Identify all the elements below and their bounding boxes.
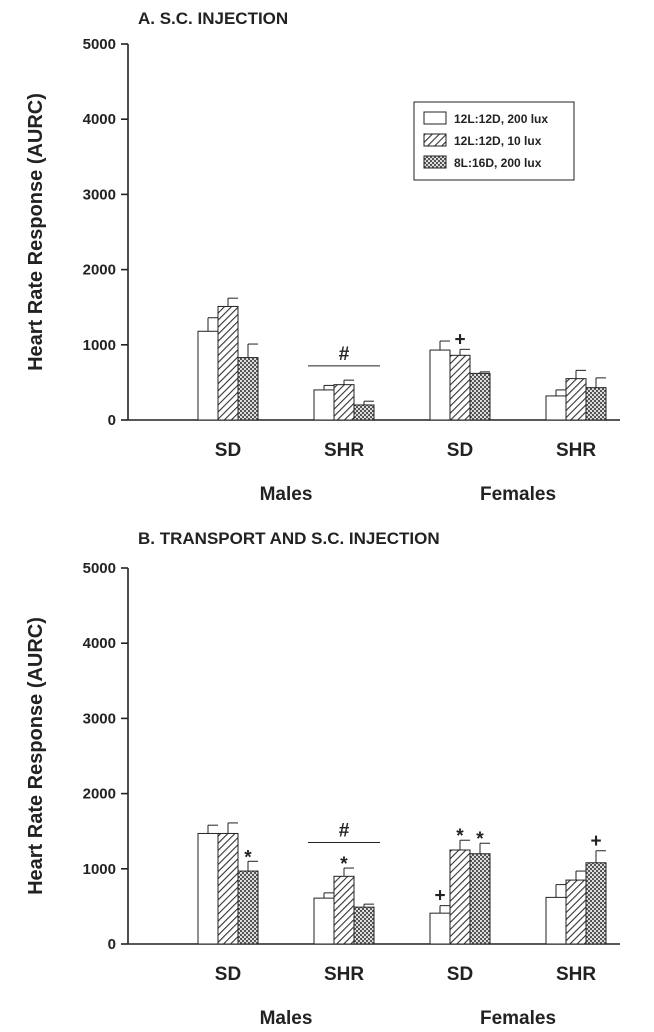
significance-marker: * bbox=[340, 854, 348, 875]
y-tick-label: 1000 bbox=[83, 337, 116, 354]
legend-swatch-crosshatched bbox=[423, 155, 447, 169]
significance-marker: * bbox=[456, 826, 464, 847]
bar-open bbox=[313, 389, 335, 421]
bar-hatched bbox=[565, 378, 587, 421]
legend: 12L:12D, 200 lux 12L:12D, 10 lux 8L:16D, 2… bbox=[413, 101, 575, 181]
x-category-label: SHR bbox=[556, 440, 596, 461]
y-tick-label: 4000 bbox=[83, 111, 116, 128]
y-tick-label: 3000 bbox=[83, 186, 116, 203]
significance-marker: # bbox=[339, 344, 350, 365]
bar-open bbox=[197, 832, 219, 945]
bar-hatched bbox=[333, 875, 355, 945]
x-category-label: SHR bbox=[556, 964, 596, 985]
x-category-label: SHR bbox=[324, 964, 364, 985]
chart-panel-b: B. TRANSPORT AND S.C. INJECTION Heart Rat… bbox=[25, 529, 620, 1029]
bar-open bbox=[313, 897, 335, 945]
y-tick-label: 1000 bbox=[83, 861, 116, 878]
x-group-label: Males bbox=[260, 1008, 313, 1029]
bar-open bbox=[545, 395, 567, 421]
y-tick-label: 5000 bbox=[83, 560, 116, 577]
y-tick-label: 5000 bbox=[83, 36, 116, 53]
bar-crosshatched bbox=[585, 862, 607, 945]
x-category-label: SD bbox=[447, 964, 473, 985]
bar-crosshatched bbox=[353, 906, 375, 945]
chart-title: B. TRANSPORT AND S.C. INJECTION bbox=[138, 529, 440, 548]
legend-label: 8L:16D, 200 lux bbox=[454, 156, 542, 170]
y-tick-label: 0 bbox=[108, 412, 116, 429]
x-category-label: SHR bbox=[324, 440, 364, 461]
significance-marker: + bbox=[590, 831, 601, 852]
legend-label: 12L:12D, 200 lux bbox=[454, 112, 548, 126]
bar-hatched bbox=[449, 849, 471, 945]
x-category-label: SD bbox=[215, 440, 241, 461]
x-group-label: Females bbox=[480, 1008, 556, 1029]
bar-open bbox=[429, 349, 451, 421]
x-group-label: Females bbox=[480, 484, 556, 505]
y-axis-label: Heart Rate Response (AURC) bbox=[25, 93, 47, 371]
significance-marker: * bbox=[244, 847, 252, 868]
legend-swatch-hatched bbox=[423, 133, 447, 147]
bar-hatched bbox=[449, 354, 471, 421]
bar-crosshatched bbox=[585, 387, 607, 421]
x-category-label: SD bbox=[215, 964, 241, 985]
y-tick-label: 2000 bbox=[83, 262, 116, 279]
x-group-label: Males bbox=[260, 484, 313, 505]
significance-marker: + bbox=[454, 329, 465, 350]
bar-hatched bbox=[565, 879, 587, 945]
x-category-label: SD bbox=[447, 440, 473, 461]
legend-label: 12L:12D, 10 lux bbox=[454, 134, 542, 148]
bar-crosshatched bbox=[469, 853, 491, 945]
bar-hatched bbox=[217, 832, 239, 945]
significance-marker: + bbox=[434, 886, 445, 907]
bar-open bbox=[429, 912, 451, 945]
y-tick-label: 4000 bbox=[83, 635, 116, 652]
bar-crosshatched bbox=[237, 870, 259, 945]
chart-title: A. S.C. INJECTION bbox=[138, 9, 288, 28]
significance-marker: # bbox=[339, 820, 350, 841]
y-tick-label: 3000 bbox=[83, 710, 116, 727]
y-tick-label: 2000 bbox=[83, 786, 116, 803]
significance-marker: * bbox=[476, 829, 484, 850]
legend-swatch-open bbox=[423, 111, 447, 125]
bar-open bbox=[545, 896, 567, 945]
bar-crosshatched bbox=[237, 357, 259, 421]
y-axis-label: Heart Rate Response (AURC) bbox=[25, 617, 47, 895]
bar-hatched bbox=[217, 305, 239, 421]
chart-panel-a: A. S.C. INJECTION Heart Rate Response (AU… bbox=[25, 9, 620, 505]
bar-crosshatched bbox=[353, 404, 375, 421]
bar-open bbox=[197, 330, 219, 421]
y-tick-label: 0 bbox=[108, 936, 116, 953]
bar-hatched bbox=[333, 384, 355, 421]
bar-crosshatched bbox=[469, 372, 491, 421]
